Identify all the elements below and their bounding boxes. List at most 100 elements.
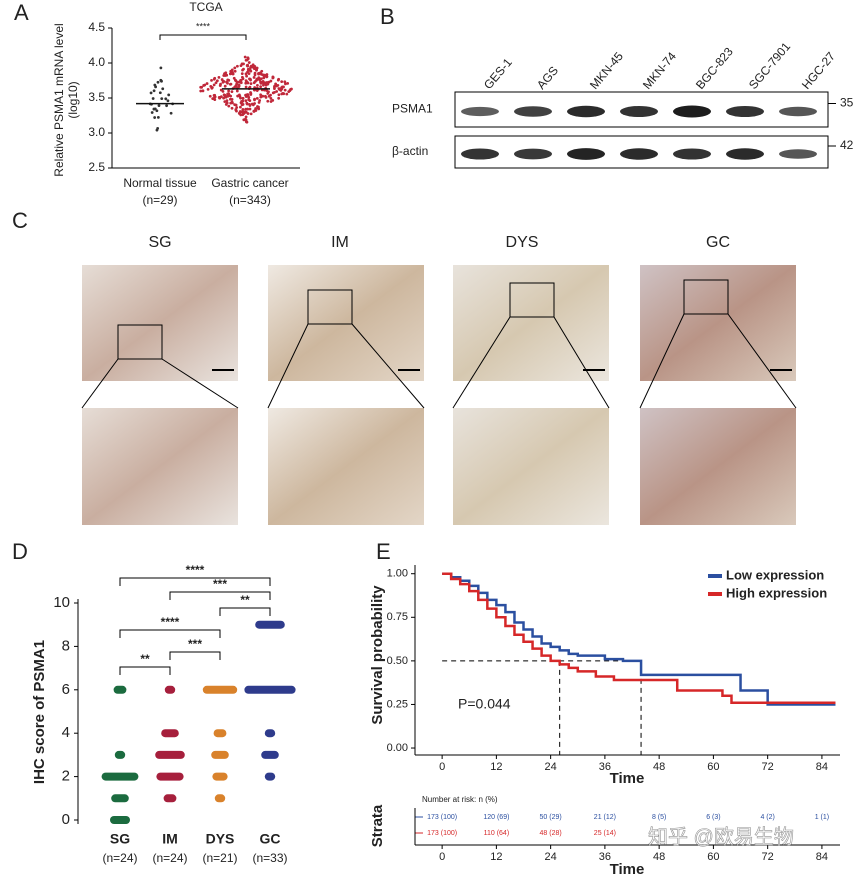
score-strip — [163, 794, 177, 803]
blot-band — [779, 106, 817, 117]
decorative-dot — [246, 70, 249, 74]
decorative-dot — [156, 127, 160, 130]
score-strip — [264, 729, 276, 738]
decorative-dot — [239, 96, 242, 100]
blot-band — [567, 105, 605, 118]
decorative-dot — [223, 84, 227, 88]
risk-count: 6 (3) — [706, 814, 720, 821]
decorative-dot — [167, 93, 171, 97]
decorative-dot — [257, 107, 261, 111]
panel-label: E — [376, 539, 391, 564]
x-tick-label: 60 — [707, 761, 719, 773]
risk-count: 25 (14) — [594, 830, 616, 837]
decorative-dot — [156, 80, 160, 84]
y-tick-label: 4 — [62, 724, 70, 741]
significance-bracket — [159, 34, 247, 40]
zoom-line — [161, 358, 239, 409]
decorative-dot — [244, 81, 248, 85]
decorative-dot — [276, 78, 280, 82]
decorative-dot — [235, 82, 239, 86]
decorative-dot — [217, 75, 221, 79]
survival-curve — [442, 572, 836, 704]
x-tick-note: (n=29) — [142, 193, 177, 207]
decorative-dot — [275, 90, 279, 93]
decorative-dot — [218, 84, 222, 87]
decorative-dot — [219, 95, 223, 99]
cell-line-label: GES-1 — [481, 55, 515, 92]
blot-band — [461, 148, 499, 160]
ihc-zoom-image — [453, 408, 609, 525]
decorative-dot — [246, 67, 250, 71]
decorative-dot — [265, 81, 268, 84]
y-tick-label: 0.75 — [387, 611, 408, 623]
cell-line-label: SGC-7901 — [746, 39, 793, 92]
blot-band — [779, 149, 817, 159]
decorative-dot — [281, 91, 285, 95]
significance-bracket — [119, 577, 271, 586]
ihc-image — [453, 265, 609, 381]
x-tick-label: 84 — [816, 761, 828, 773]
decorative-dot — [245, 93, 249, 97]
score-strip — [264, 772, 276, 781]
decorative-dot — [212, 83, 216, 87]
title: TCGA — [189, 0, 222, 14]
y-tick-label: 0.50 — [387, 655, 408, 667]
decorative-dot — [227, 89, 231, 93]
decorative-dot — [155, 109, 159, 113]
decorative-dot — [283, 80, 287, 84]
y-tick-label: 2 — [62, 768, 70, 785]
decorative-dot — [233, 66, 237, 70]
blot-band — [673, 148, 711, 160]
annotation: P=0.044 — [458, 696, 511, 712]
decorative-dot — [233, 78, 237, 82]
score-strip — [111, 794, 129, 803]
decorative-dot — [244, 115, 248, 119]
decorative-dot — [259, 93, 263, 97]
x-axis-label: Time — [610, 770, 645, 787]
decorative-dot — [229, 82, 233, 86]
x-tick-label: IM — [162, 831, 178, 847]
decorative-dot — [263, 94, 267, 98]
x-tick-note: (n=21) — [202, 851, 237, 865]
legend-label: Low expression — [726, 567, 824, 582]
decorative-dot — [213, 98, 217, 102]
ihc-image — [268, 265, 424, 381]
y-axis-label: IHC score of PSMA1 — [31, 640, 48, 784]
risk-x-tick-label: 24 — [545, 851, 557, 863]
decorative-dot — [150, 111, 154, 114]
decorative-dot — [234, 103, 238, 107]
decorative-dot — [253, 98, 256, 102]
decorative-dot — [225, 99, 229, 103]
size-label: 42 — [840, 138, 854, 152]
group-label: SG — [148, 234, 171, 251]
decorative-dot — [253, 71, 257, 75]
decorative-dot — [245, 74, 248, 78]
decorative-dot — [213, 96, 216, 99]
decorative-dot — [271, 99, 275, 102]
survival-curve — [442, 572, 836, 706]
decorative-dot — [213, 93, 217, 97]
zoom-box — [307, 289, 353, 325]
decorative-dot — [262, 82, 266, 86]
x-tick-label: Gastric cancer — [211, 176, 288, 190]
y-tick-label: 4.0 — [88, 55, 105, 69]
x-tick-note: (n=24) — [102, 851, 137, 865]
decorative-dot — [248, 77, 251, 81]
decorative-dot — [201, 89, 205, 93]
ihc-image — [82, 265, 238, 381]
x-tick-label: SG — [110, 831, 130, 847]
group-label: GC — [706, 234, 730, 251]
decorative-dot — [206, 87, 210, 91]
decorative-dot — [257, 76, 261, 80]
decorative-dot — [255, 96, 259, 100]
decorative-dot — [271, 91, 275, 95]
decorative-dot — [262, 76, 266, 80]
x-tick-label: DYS — [206, 831, 235, 847]
legend-label: High expression — [726, 585, 827, 600]
decorative-dot — [265, 73, 269, 76]
decorative-dot — [241, 96, 245, 100]
risk-count: 1 (1) — [815, 814, 829, 821]
decorative-dot — [159, 66, 163, 70]
score-strip — [244, 685, 296, 694]
